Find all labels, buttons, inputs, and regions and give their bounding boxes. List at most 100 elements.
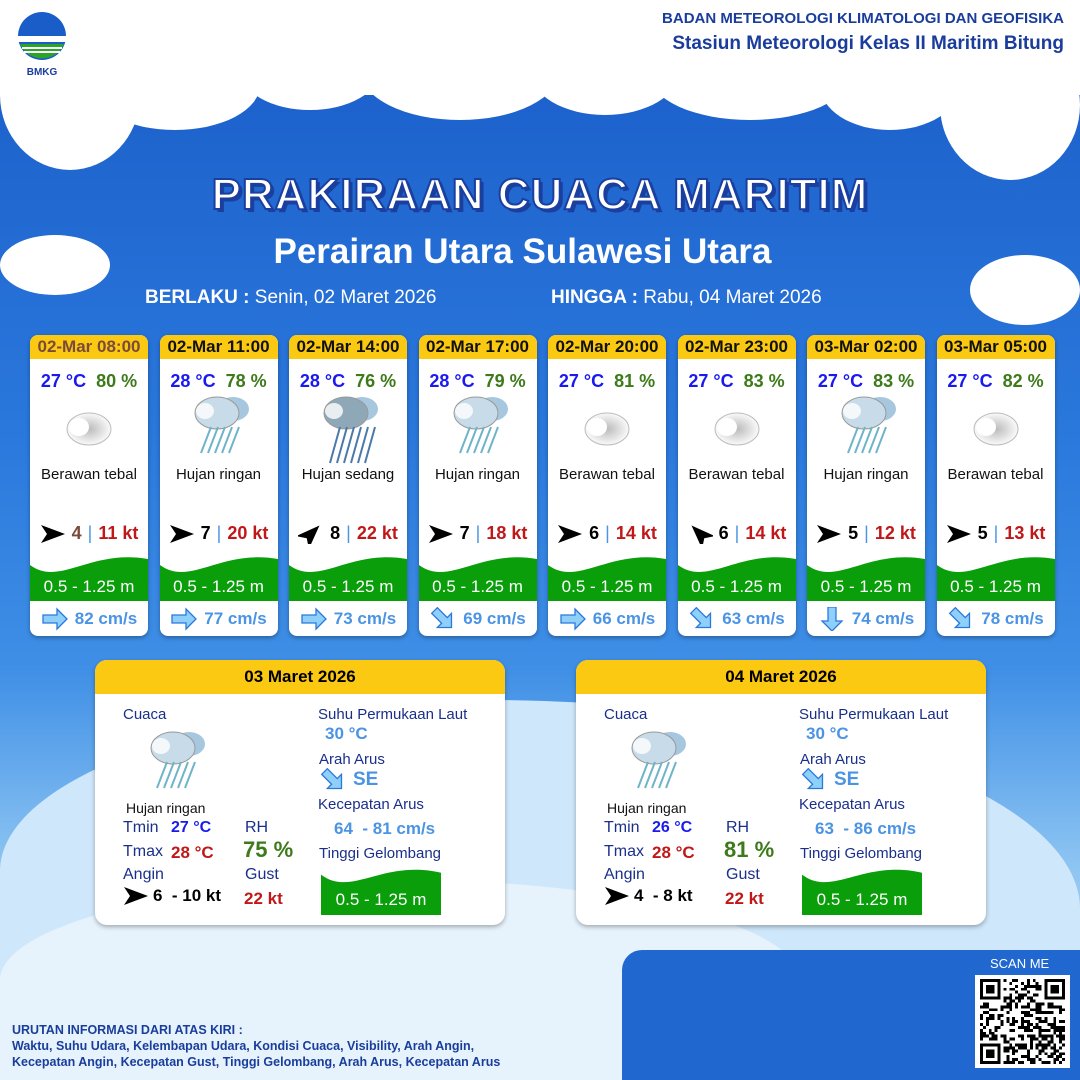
forecast-time: 02-Mar 08:00	[30, 335, 148, 359]
rh-label: RH	[245, 819, 269, 836]
gust-speed: 11 kt	[98, 523, 139, 543]
valid-from-value: Senin, 02 Maret 2026	[254, 287, 437, 308]
cloud	[0, 235, 110, 295]
wave-shape	[677, 557, 796, 601]
wave-height: 0.5 - 1.25 m	[289, 549, 407, 601]
wave-height-value: 0.5 - 1.25 m	[335, 890, 427, 909]
current-speed: 74 cm/s	[851, 609, 915, 628]
current-direction-value: SE	[834, 769, 860, 790]
light-rain-icon	[631, 731, 686, 789]
forecast-time: 02-Mar 14:00	[289, 335, 407, 359]
daily-summary-panel: 03 Maret 2026 Cuaca Hujan ringan Tmin 27…	[95, 660, 505, 925]
gust-label: Gust	[726, 866, 760, 883]
gust-speed: 22 kt	[356, 523, 398, 543]
station-name: Stasiun Meteorologi Kelas II Maritim Bit…	[672, 33, 1064, 54]
current-speed-value: 64 - 81 cm/s	[334, 819, 436, 838]
separator: |	[734, 523, 740, 543]
current-direction-icon	[560, 607, 586, 631]
qr-code[interactable]	[975, 975, 1070, 1068]
forecast-time: 02-Mar 17:00	[418, 335, 537, 359]
gust-speed: 18 kt	[486, 523, 528, 543]
legend-line: Kecepatan Angin, Kecepatan Gust, Tinggi …	[12, 1055, 501, 1069]
current-speed-label: Kecepatan Arus	[318, 796, 424, 813]
forecast-card: 02-Mar 23:00 27 °C 83 % Berawan tebal 6 |…	[677, 335, 796, 636]
current-direction-icon	[949, 607, 971, 629]
light-rain-icon	[150, 731, 205, 789]
forecast-card: 02-Mar 08:00 27 °C 80 % Berawan tebal 4 |…	[30, 335, 148, 636]
wave-shape	[159, 557, 278, 601]
wave-height: 0.5 - 1.25 m	[321, 865, 441, 915]
gust-value: 22 kt	[725, 889, 764, 908]
temperature: 27 °C	[40, 371, 87, 391]
wave-shape	[321, 869, 441, 915]
temperature: 28 °C	[299, 371, 346, 391]
wave-height-value: 0.5 - 1.25 m	[302, 577, 394, 596]
wave-shape	[30, 557, 148, 601]
temperature: 27 °C	[558, 371, 605, 391]
wave-label: Tinggi Gelombang	[319, 845, 442, 862]
wave-shape	[936, 557, 1055, 601]
weather-description: Hujan ringan	[823, 466, 909, 483]
temperature: 27 °C	[817, 371, 864, 391]
forecast-card: 03-Mar 05:00 27 °C 82 % Berawan tebal 5 |…	[936, 335, 1055, 636]
wind-speed: 8	[330, 523, 341, 543]
current-direction-icon	[171, 607, 198, 631]
cloud	[90, 40, 260, 130]
current-speed: 69 cm/s	[463, 609, 526, 628]
light-rain-icon	[841, 396, 896, 454]
bmkg-logo: BMKG	[16, 12, 68, 78]
current-speed: 63 cm/s	[722, 609, 785, 628]
humidity: 81 %	[614, 371, 656, 391]
forecast-card: 02-Mar 20:00 27 °C 81 % Berawan tebal 6 |…	[548, 335, 666, 636]
cloudy-icon	[66, 412, 112, 446]
wind-direction-icon	[558, 524, 583, 543]
wave-height-value: 0.5 - 1.25 m	[816, 890, 908, 909]
tmax-value: 28 °C	[171, 843, 214, 862]
wind-speed: 5	[848, 523, 859, 543]
humidity: 80 %	[96, 371, 138, 391]
valid-from: BERLAKU : Senin, 02 Maret 2026	[145, 287, 436, 309]
wind-label: Angin	[123, 866, 164, 883]
daily-date: 04 Maret 2026	[576, 660, 986, 694]
wind-speed: 7	[459, 523, 470, 543]
valid-to-label: HINGGA :	[551, 287, 638, 308]
cloud	[970, 255, 1080, 325]
weather-label: Cuaca	[123, 706, 167, 723]
moderate-rain-icon	[323, 396, 378, 464]
separator: |	[993, 523, 999, 543]
gust-speed: 13 kt	[1004, 523, 1046, 543]
weather-description: Berawan tebal	[41, 466, 137, 483]
temperature: 28 °C	[429, 371, 475, 391]
wind-speed: 6	[589, 523, 600, 543]
legend: URUTAN INFORMASI DARI ATAS KIRI : Waktu,…	[12, 1022, 500, 1070]
gust-speed: 12 kt	[874, 523, 916, 543]
wave-height: 0.5 - 1.25 m	[802, 865, 922, 915]
separator: |	[605, 523, 610, 543]
weather-label: Cuaca	[604, 706, 648, 723]
forecast-time: 02-Mar 20:00	[548, 335, 666, 359]
current-speed: 73 cm/s	[333, 609, 397, 628]
tmin-value: 26 °C	[652, 819, 693, 836]
current-direction-icon	[801, 768, 824, 790]
separator: |	[87, 523, 93, 543]
wind-range: 4 - 8 kt	[634, 886, 693, 905]
cloud	[940, 30, 1080, 180]
gust-label: Gust	[245, 866, 279, 883]
wind-speed: 5	[977, 523, 988, 543]
sst-label: Suhu Permukaan Laut	[799, 706, 949, 723]
weather-description: Hujan ringan	[126, 800, 206, 816]
wind-direction-icon	[124, 887, 148, 905]
wave-height: 0.5 - 1.25 m	[30, 549, 148, 601]
wave-height-value: 0.5 - 1.25 m	[691, 577, 782, 596]
forecast-time: 02-Mar 11:00	[159, 335, 278, 359]
current-direction-icon	[820, 607, 844, 631]
legend-line: Waktu, Suhu Udara, Kelembapan Udara, Kon…	[12, 1039, 475, 1053]
wave-height-value: 0.5 - 1.25 m	[173, 577, 264, 596]
cloudy-icon	[584, 412, 630, 446]
current-speed: 78 cm/s	[981, 609, 1044, 628]
daily-summary-panel: 04 Maret 2026 Cuaca Hujan ringan Tmin 26…	[576, 660, 986, 925]
humidity: 83 %	[743, 371, 785, 391]
wind-direction-icon	[946, 524, 971, 543]
weather-description: Berawan tebal	[947, 466, 1044, 483]
current-speed: 66 cm/s	[592, 609, 656, 628]
